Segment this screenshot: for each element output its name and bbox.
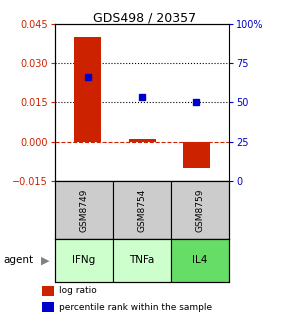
- Text: percentile rank within the sample: percentile rank within the sample: [59, 303, 213, 311]
- Text: IFNg: IFNg: [72, 255, 96, 265]
- Text: IL4: IL4: [192, 255, 208, 265]
- Text: GDS498 / 20357: GDS498 / 20357: [93, 12, 197, 25]
- Bar: [42, 286, 54, 296]
- Bar: [113, 181, 171, 239]
- Text: GSM8759: GSM8759: [195, 188, 205, 232]
- Text: TNFa: TNFa: [129, 255, 155, 265]
- Text: GSM8749: GSM8749: [79, 188, 89, 232]
- Bar: [183, 142, 210, 168]
- Bar: [55, 239, 113, 282]
- Bar: [171, 239, 229, 282]
- Text: log ratio: log ratio: [59, 287, 97, 295]
- Text: ▶: ▶: [41, 255, 49, 265]
- Bar: [113, 239, 171, 282]
- Bar: [55, 181, 113, 239]
- Bar: [128, 139, 156, 142]
- Bar: [74, 37, 101, 142]
- Bar: [171, 181, 229, 239]
- Text: GSM8754: GSM8754: [137, 188, 147, 232]
- Bar: [42, 302, 54, 312]
- Text: agent: agent: [3, 255, 33, 265]
